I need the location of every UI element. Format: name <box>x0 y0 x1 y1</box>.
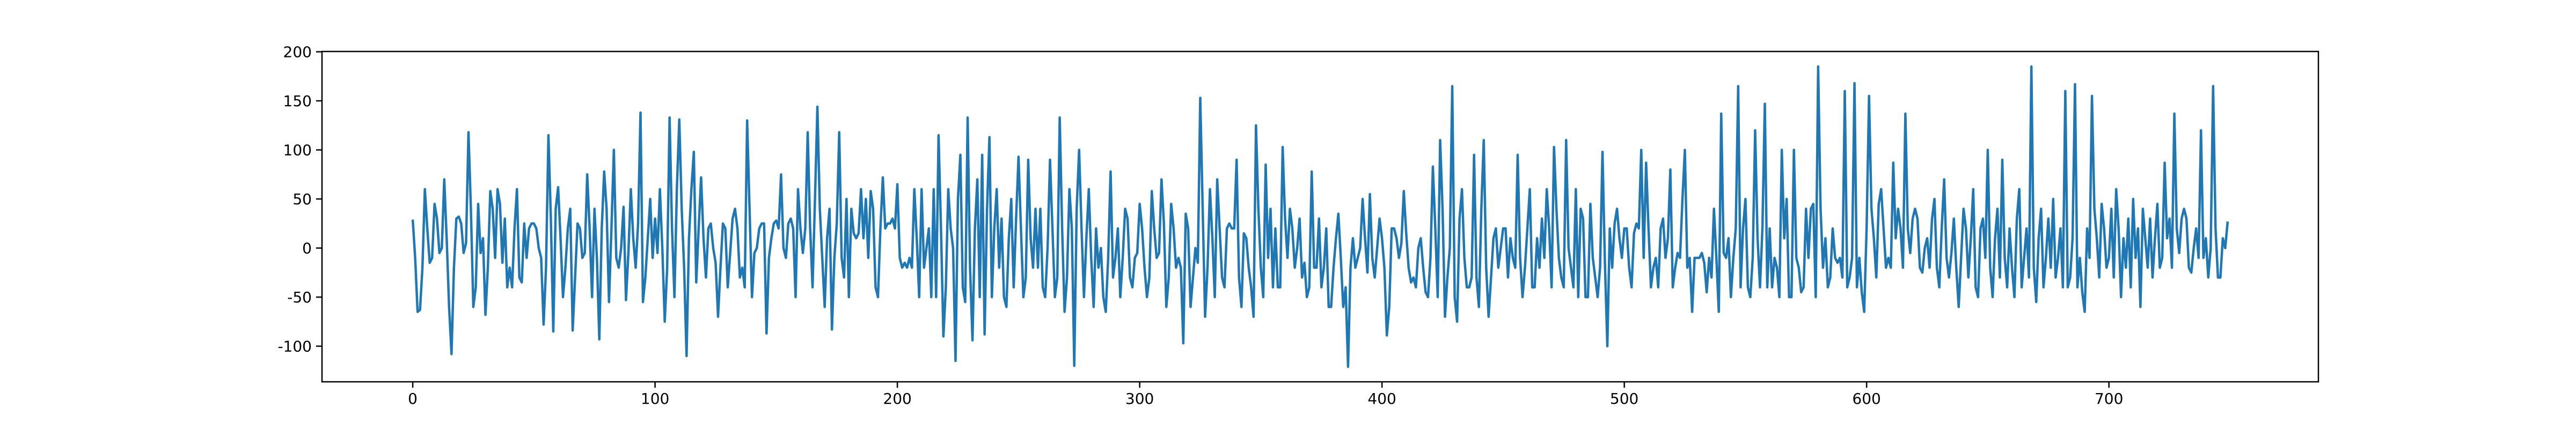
x-tick-label: 200 <box>883 390 911 408</box>
x-tick-label: 700 <box>2095 390 2123 408</box>
y-tick-label: 200 <box>283 43 312 61</box>
x-tick-label: 400 <box>1367 390 1396 408</box>
plot-area <box>411 65 2229 368</box>
y-tick-label: 100 <box>283 142 312 159</box>
y-tick-label: 150 <box>283 92 312 110</box>
x-tick-label: 0 <box>408 390 418 408</box>
x-tick-label: 600 <box>1852 390 1880 408</box>
y-tick-label: -100 <box>277 338 312 356</box>
y-tick-label: 0 <box>302 240 312 257</box>
y-tick-label: -50 <box>287 289 312 306</box>
axes-frame <box>321 50 2319 383</box>
data-line <box>411 65 2229 368</box>
x-tick-label: 300 <box>1125 390 1154 408</box>
y-tick-label: 50 <box>292 190 312 208</box>
x-tick-label: 100 <box>641 390 669 408</box>
x-tick-label: 500 <box>1610 390 1638 408</box>
